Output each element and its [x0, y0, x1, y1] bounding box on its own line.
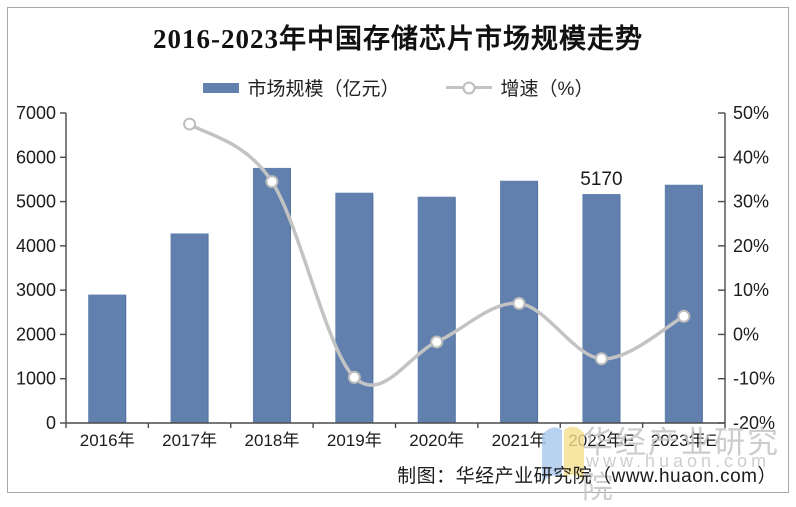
right-axis-tick-label: 0%: [733, 324, 759, 344]
growth-marker: [594, 352, 608, 366]
bar-2022年E: [582, 194, 621, 423]
growth-marker: [265, 175, 279, 189]
growth-marker: [512, 296, 526, 310]
left-axis-tick-label: 7000: [16, 103, 56, 123]
line-marker-swatch-icon: [445, 81, 492, 94]
right-axis-tick-label: 40%: [733, 147, 769, 167]
legend-item-market-size: 市场规模（亿元）: [202, 74, 400, 101]
right-axis-tick-label: 10%: [733, 280, 769, 300]
right-axis-tick-label: -10%: [733, 369, 775, 389]
left-axis-tick-label: 5000: [16, 192, 56, 212]
bar-value-label: 5170: [580, 169, 622, 190]
left-axis-tick-label: 6000: [16, 147, 56, 167]
legend-item-growth: 增速（%）: [445, 74, 594, 101]
growth-marker: [183, 117, 197, 131]
x-axis-label: 2022年E: [568, 431, 634, 450]
x-axis-label: 2023年E: [651, 431, 717, 450]
left-axis-tick-label: 0: [46, 413, 56, 433]
left-axis-tick-label: 4000: [16, 236, 56, 256]
right-axis-tick-label: -20%: [733, 413, 775, 433]
right-axis-tick-label: 20%: [733, 236, 769, 256]
left-axis-tick-label: 1000: [16, 369, 56, 389]
bar-swatch-icon: [202, 82, 239, 93]
right-axis-tick-label: 30%: [733, 192, 769, 212]
x-axis-label: 2018年: [245, 431, 300, 450]
x-axis-label: 2021年: [492, 431, 547, 450]
x-axis-label: 2019年: [327, 431, 382, 450]
bar-2020年: [417, 196, 456, 423]
right-axis-tick-label: 50%: [733, 103, 769, 123]
x-axis-label: 2017年: [162, 431, 217, 450]
growth-marker: [347, 370, 361, 384]
bar-2019年: [335, 192, 374, 423]
legend: 市场规模（亿元） 增速（%）: [0, 74, 796, 101]
bar-2023年E: [664, 184, 703, 423]
chart-panel-border: [7, 7, 789, 493]
chart-title: 2016-2023年中国存储芯片市场规模走势: [153, 24, 643, 54]
left-axis-tick-label: 3000: [16, 280, 56, 300]
bar-2016年: [88, 294, 127, 423]
source-caption: 制图：华经产业研究院（www.huaon.com）: [397, 466, 777, 487]
x-axis-label: 2016年: [80, 431, 135, 450]
x-axis-label: 2020年: [409, 431, 464, 450]
growth-marker: [430, 335, 444, 349]
left-axis-tick-label: 2000: [16, 324, 56, 344]
bar-2017年: [170, 233, 209, 423]
growth-marker: [677, 309, 691, 323]
legend-label-market-size: 市场规模（亿元）: [247, 79, 400, 100]
legend-label-growth: 增速（%）: [500, 79, 594, 100]
